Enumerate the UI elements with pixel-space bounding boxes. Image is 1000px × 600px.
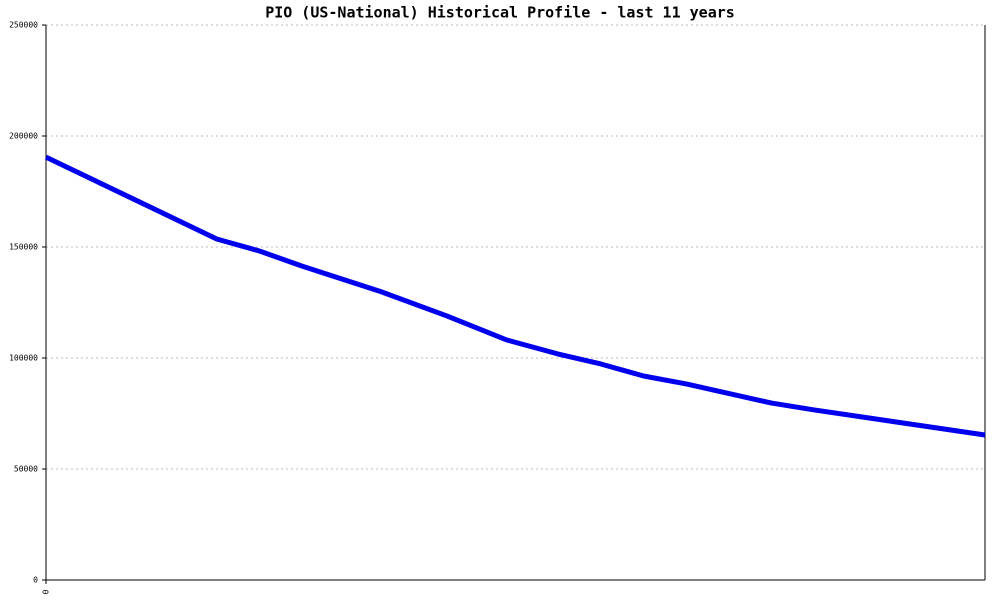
y-tick-label: 0 bbox=[33, 576, 38, 585]
data-line bbox=[44, 154, 986, 438]
y-tick-label: 100000 bbox=[9, 354, 38, 363]
y-tick-label: 200000 bbox=[9, 132, 38, 141]
y-tick-label: 250000 bbox=[9, 21, 38, 30]
y-tick-label: 150000 bbox=[9, 243, 38, 252]
y-tick-label: 50000 bbox=[14, 465, 38, 474]
x-tick-label: 0 bbox=[42, 589, 51, 594]
chart-title: PIO (US-National) Historical Profile - l… bbox=[265, 4, 735, 22]
